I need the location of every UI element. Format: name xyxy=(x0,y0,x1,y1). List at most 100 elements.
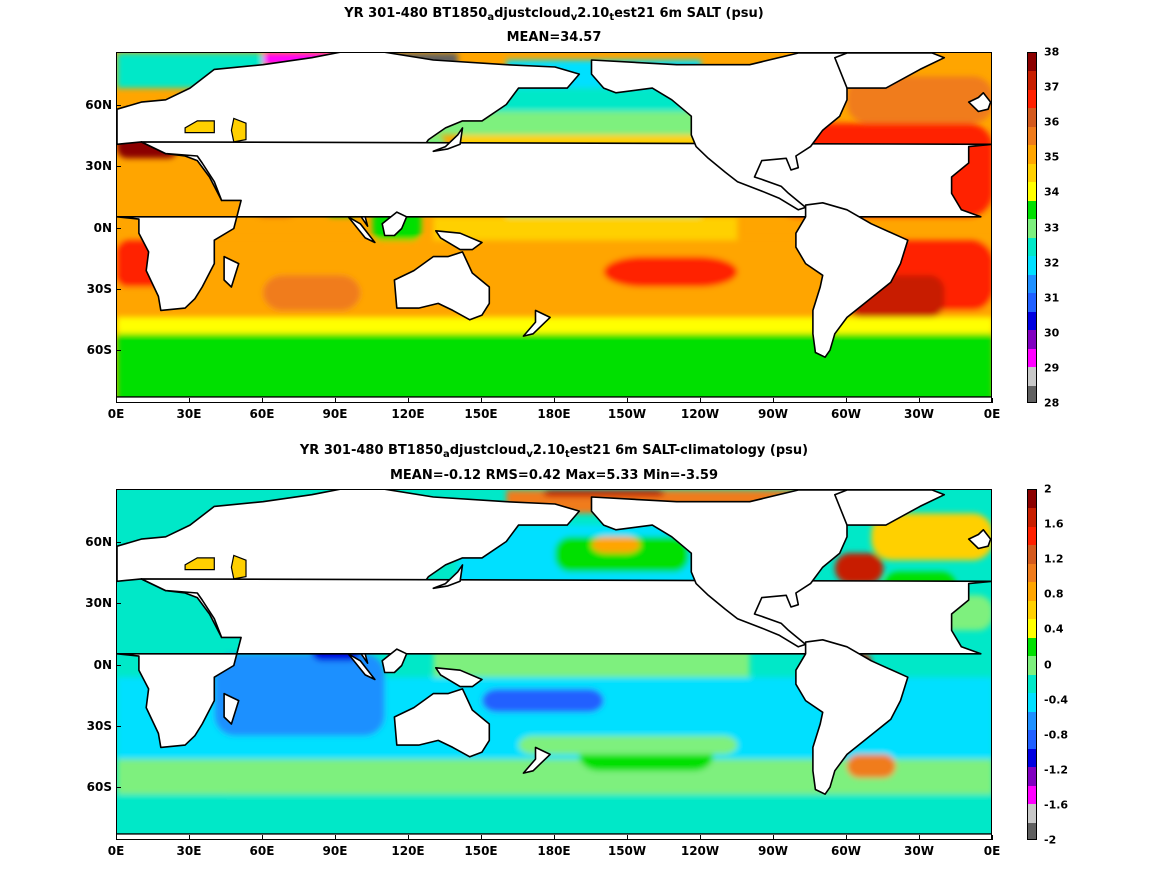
y-tick-mark xyxy=(116,104,121,106)
colorbar-label: 34 xyxy=(1044,185,1060,199)
x-tick-label: 60W xyxy=(831,844,861,858)
colorbar-segment xyxy=(1028,53,1036,73)
x-tick-label: 0E xyxy=(107,844,125,858)
x-tick-mark xyxy=(554,835,555,840)
x-tick-mark xyxy=(481,398,482,403)
ocean-color-region xyxy=(263,275,361,311)
colorbar-segment xyxy=(1028,126,1036,146)
x-tick-label: 90E xyxy=(322,844,348,858)
x-tick-label: 0E xyxy=(983,844,1001,858)
colorbar-label: -2 xyxy=(1044,833,1057,847)
land-mass-greenland xyxy=(834,53,946,89)
x-tick-label: 0E xyxy=(107,407,125,421)
x-tick-mark xyxy=(189,398,190,403)
colorbar-label: 33 xyxy=(1044,221,1060,234)
land-mass-southAmerica xyxy=(795,202,909,358)
x-tick-label: 150W xyxy=(607,407,647,421)
colorbar-label: -1.2 xyxy=(1044,763,1069,777)
x-tick-mark xyxy=(627,398,628,403)
x-tick-mark xyxy=(992,835,993,840)
x-tick-label: 120E xyxy=(391,844,425,858)
colorbar-segment xyxy=(1028,637,1036,657)
colorbar-label: 30 xyxy=(1044,326,1060,340)
ocean-color-region xyxy=(482,688,604,713)
colorbar-segment xyxy=(1028,274,1036,294)
colorbar-segment xyxy=(1028,656,1036,676)
y-tick-label: 30N xyxy=(85,596,112,611)
land-mass-madagascar xyxy=(223,692,240,725)
y-tick-mark xyxy=(116,288,121,290)
x-tick-label: 150E xyxy=(464,844,498,858)
salinity-anomaly-map xyxy=(116,489,992,840)
y-tick-label: 30S xyxy=(86,718,112,733)
x-tick-label: 120E xyxy=(391,407,425,421)
x-tick-label: 150E xyxy=(464,407,498,421)
y-tick-label: 60S xyxy=(86,343,112,358)
x-tick-mark xyxy=(627,835,628,840)
ocean-color-region xyxy=(117,794,227,839)
y-tick-label: 60N xyxy=(85,97,112,112)
colorbar-segment xyxy=(1028,674,1036,694)
land-mass-japan xyxy=(432,127,464,153)
x-tick-mark xyxy=(335,398,336,403)
ocean-color-region xyxy=(433,216,738,241)
x-tick-label: 60E xyxy=(249,844,275,858)
ocean-color-region xyxy=(117,317,991,334)
ocean-color-region xyxy=(603,256,738,287)
colorbar-label: 1.2 xyxy=(1044,552,1064,566)
y-tick-mark xyxy=(116,603,121,605)
colorbar-segment xyxy=(1028,200,1036,220)
x-tick-mark xyxy=(773,398,774,403)
x-tick-label: 30W xyxy=(904,844,934,858)
x-tick-mark xyxy=(116,398,117,403)
y-tick-label: 60S xyxy=(86,780,112,795)
colorbar-segment xyxy=(1028,367,1036,387)
panel2-title: YR 301-480 BT1850adjustcloudv2.10test21 … xyxy=(299,443,809,460)
land-mass-australia xyxy=(393,688,491,758)
colorbar-segment xyxy=(1028,348,1036,368)
x-tick-mark xyxy=(116,835,117,840)
colorbar-label: 37 xyxy=(1044,80,1060,94)
colorbar-segment xyxy=(1028,822,1036,839)
panel2-subtitle: MEAN=-0.12 RMS=0.42 Max=5.33 Min=-3.59 xyxy=(389,468,719,483)
colorbar-segment xyxy=(1028,785,1036,805)
colorbar-segment xyxy=(1028,730,1036,750)
x-tick-label: 150W xyxy=(607,844,647,858)
land-mass-newGuinea xyxy=(435,230,483,251)
land-mass-madagascar xyxy=(223,255,240,288)
colorbar-segment xyxy=(1028,490,1036,510)
colorbar-segment xyxy=(1028,385,1036,402)
x-tick-mark xyxy=(335,835,336,840)
colorbar-label: -0.4 xyxy=(1044,693,1069,707)
colorbar-label: 32 xyxy=(1044,256,1060,270)
inland-sea xyxy=(184,557,215,571)
ocean-color-region xyxy=(555,536,689,572)
colorbar-segment xyxy=(1028,693,1036,713)
land-mass-southAmerica xyxy=(795,639,909,795)
panel1-subtitle: MEAN=34.57 xyxy=(506,30,602,45)
y-tick-mark xyxy=(116,725,121,727)
y-tick-mark xyxy=(116,541,121,543)
x-tick-mark xyxy=(262,835,263,840)
y-tick-label: 30N xyxy=(85,159,112,174)
x-tick-label: 60W xyxy=(831,407,861,421)
y-tick-label: 0N xyxy=(93,657,112,672)
colorbar-segment xyxy=(1028,182,1036,202)
x-tick-label: 0E xyxy=(983,407,1001,421)
ocean-color-region xyxy=(214,653,385,736)
colorbar-segment xyxy=(1028,237,1036,257)
inland-sea xyxy=(230,554,247,580)
x-tick-mark xyxy=(700,398,701,403)
colorbar-segment xyxy=(1028,748,1036,768)
colorbar-label: 35 xyxy=(1044,150,1060,164)
y-tick-mark xyxy=(116,664,121,666)
ocean-color-region xyxy=(834,553,884,584)
colorbar-segment xyxy=(1028,526,1036,546)
colorbar-segment xyxy=(1028,145,1036,165)
ocean-color-region xyxy=(433,111,701,135)
colorbar-label: 1.6 xyxy=(1044,517,1064,531)
colorbar-segment xyxy=(1028,293,1036,313)
colorbar-segment xyxy=(1028,330,1036,350)
land-mass-australia xyxy=(393,251,491,321)
colorbar-segment xyxy=(1028,311,1036,331)
